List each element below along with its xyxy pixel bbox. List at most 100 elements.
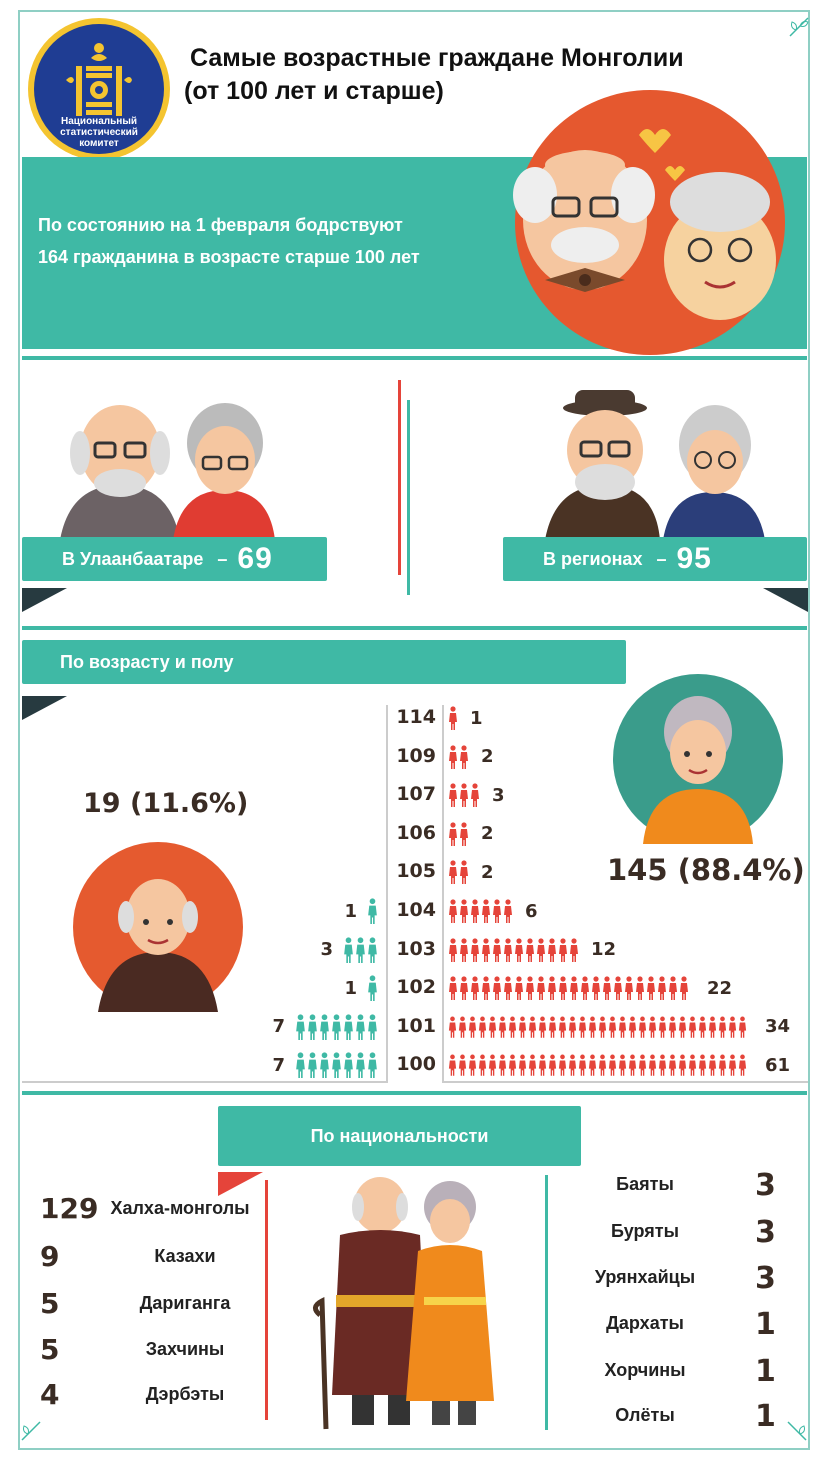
- person-icon: [668, 1016, 677, 1038]
- person-icon: [508, 1054, 517, 1077]
- person-icon: [625, 976, 633, 1001]
- person-icon: [708, 1016, 717, 1038]
- person-icon: [708, 1054, 717, 1077]
- person-icon: [449, 899, 457, 923]
- male-count: 3: [320, 939, 333, 961]
- person-icon: [728, 1054, 737, 1077]
- person-icon: [471, 899, 479, 923]
- logo: Национальный статистический комитет: [28, 18, 170, 160]
- page-title-line2: (от 100 лет и старше): [184, 77, 444, 105]
- ribbon-fold: [22, 588, 67, 612]
- leaf-ornament-icon: [787, 1421, 807, 1441]
- person-icon: [368, 1052, 377, 1079]
- nationality-name: Халха-монголы: [110, 1198, 250, 1218]
- person-icon: [608, 1054, 617, 1077]
- person-icon: [368, 1014, 377, 1040]
- female-count: 2: [481, 823, 494, 845]
- person-icon: [537, 976, 545, 1001]
- female-count: 6: [525, 900, 538, 922]
- person-icon: [308, 1052, 317, 1079]
- section-divider: [22, 1091, 807, 1095]
- age-label: 102: [396, 976, 436, 999]
- male-bar: 7: [272, 1049, 378, 1081]
- person-icon: [678, 1054, 687, 1077]
- nationality-name: Хорчины: [604, 1360, 686, 1380]
- person-icon: [460, 744, 468, 769]
- person-icon: [578, 1054, 587, 1077]
- divider-teal: [407, 400, 410, 595]
- nationality-count: 3: [755, 1261, 776, 1296]
- age-label: 104: [396, 899, 436, 921]
- person-icon: [449, 783, 457, 808]
- nationality-name: Дархаты: [606, 1313, 684, 1333]
- person-icon: [526, 976, 534, 1001]
- nationality-count: 4: [40, 1378, 60, 1411]
- person-icon: [568, 1016, 577, 1038]
- male-count: 1: [344, 977, 357, 999]
- chart-axis-male: [386, 705, 388, 1083]
- person-icon: [678, 1016, 687, 1038]
- female-bar: 61: [448, 1049, 790, 1081]
- ribbon-fold: [22, 696, 67, 720]
- ub-count-label: В Улаанбаатаре – 69: [22, 537, 327, 581]
- female-count: 61: [765, 1054, 791, 1076]
- age-label: 105: [396, 860, 436, 883]
- person-icon: [460, 899, 468, 923]
- person-icon: [537, 937, 545, 962]
- ribbon-fold: [218, 1172, 263, 1196]
- person-icon: [592, 976, 600, 1001]
- person-icon: [738, 1054, 747, 1077]
- person-icon: [581, 976, 589, 1001]
- male-count: 7: [272, 1054, 285, 1076]
- female-bar: 34: [448, 1011, 790, 1043]
- section-divider: [22, 626, 807, 630]
- person-icon: [320, 1014, 329, 1040]
- person-icon: [638, 1016, 647, 1038]
- nationality-count: 1: [755, 1307, 776, 1342]
- age-label: 101: [396, 1014, 436, 1037]
- person-icon: [448, 1016, 457, 1038]
- female-bar: 6: [448, 895, 538, 927]
- age-label: 109: [396, 744, 436, 767]
- male-count: 7: [272, 1016, 285, 1038]
- person-icon: [688, 1016, 697, 1038]
- nationality-count: 3: [755, 1215, 776, 1250]
- person-icon: [356, 1052, 365, 1079]
- person-icon: [458, 1016, 467, 1038]
- female-bar: 1: [448, 702, 483, 734]
- person-icon: [482, 937, 490, 962]
- person-icon: [320, 1052, 329, 1079]
- person-icon: [493, 899, 501, 923]
- male-bar: 7: [272, 1011, 378, 1043]
- person-icon: [493, 937, 501, 962]
- person-icon: [669, 976, 677, 1001]
- person-icon: [628, 1016, 637, 1038]
- male-bar: 1: [344, 895, 378, 927]
- person-icon: [628, 1054, 637, 1077]
- ribbon-fold: [763, 588, 808, 612]
- person-icon: [658, 1054, 667, 1077]
- person-icon: [668, 1054, 677, 1077]
- person-icon: [449, 976, 457, 1001]
- person-icon: [526, 937, 534, 962]
- person-icon: [636, 976, 644, 1001]
- person-icon: [718, 1054, 727, 1077]
- female-total: 145 (88.4%): [607, 853, 805, 887]
- person-icon: [559, 937, 567, 962]
- section-divider: [22, 356, 807, 360]
- person-icon: [515, 976, 523, 1001]
- chart-axis-female: [442, 705, 444, 1083]
- page-title-line1: Самые возрастные граждане Монголии: [190, 44, 684, 72]
- person-icon: [471, 976, 479, 1001]
- person-icon: [458, 1054, 467, 1077]
- person-icon: [478, 1054, 487, 1077]
- person-icon: [471, 783, 479, 808]
- nationality-name: Дэрбэты: [145, 1384, 225, 1404]
- person-icon: [638, 1054, 647, 1077]
- person-icon: [468, 1016, 477, 1038]
- person-icon: [528, 1016, 537, 1038]
- female-count: 34: [765, 1016, 791, 1038]
- ub-label: В Улаанбаатаре: [62, 548, 204, 569]
- nationality-count: 3: [755, 1168, 776, 1203]
- male-bar: 3: [320, 934, 378, 966]
